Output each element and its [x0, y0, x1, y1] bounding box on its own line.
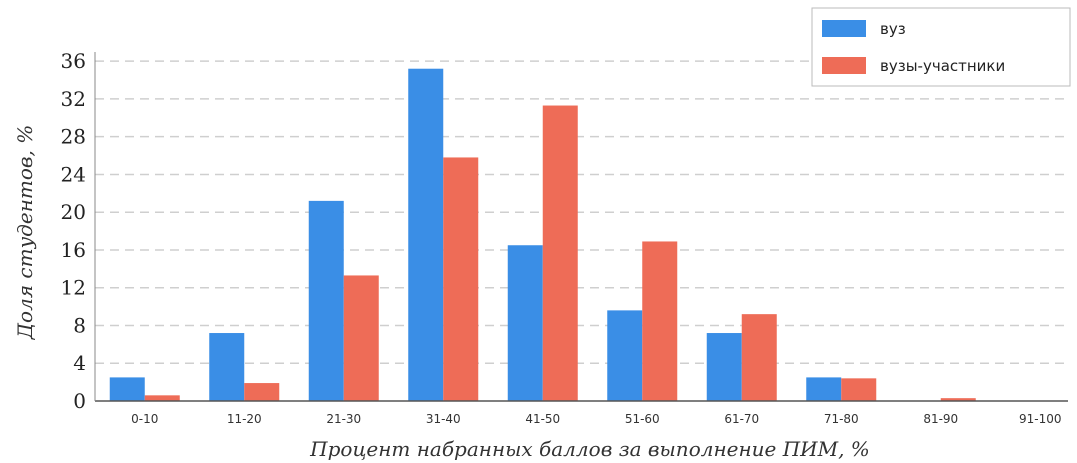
y-tick-label: 20 — [61, 200, 86, 224]
bar-31-40-series-1 — [443, 157, 479, 401]
bar-41-50-series-0 — [507, 245, 543, 401]
y-tick-label: 12 — [61, 276, 86, 300]
bar-81-90-series-1 — [940, 398, 976, 401]
legend: вуз вузы-участники — [811, 7, 1071, 87]
y-tick-label: 4 — [73, 351, 86, 375]
bar-51-60-series-0 — [607, 310, 643, 401]
y-tick-label: 28 — [61, 125, 86, 149]
bar-21-30-series-0 — [308, 200, 344, 401]
y-tick-label: 16 — [61, 238, 86, 262]
bar-0-10-series-1 — [144, 395, 180, 401]
bar-71-80-series-0 — [806, 377, 842, 401]
legend-swatch-vuzy-uchastniki — [822, 57, 866, 74]
y-tick-label: 0 — [73, 389, 86, 413]
x-tick-label: 51-60 — [625, 412, 660, 426]
x-tick-label: 71-80 — [824, 412, 859, 426]
y-axis-label: Доля студентов, % — [13, 125, 37, 340]
bar-51-60-series-1 — [642, 241, 678, 401]
legend-label-vuzy-uchastniki: вузы-участники — [880, 57, 1005, 75]
x-tick-label: 21-30 — [326, 412, 361, 426]
bar-71-80-series-1 — [841, 378, 877, 401]
legend-label-vuz: вуз — [880, 20, 906, 38]
y-tick-label: 24 — [61, 162, 86, 186]
y-tick-labels: 0 4 8 12 16 20 24 28 32 36 — [61, 49, 86, 413]
y-tick-label: 8 — [73, 313, 86, 337]
x-tick-label: 91-100 — [1019, 412, 1062, 426]
bar-21-30-series-1 — [343, 275, 379, 401]
y-tick-label: 36 — [61, 49, 86, 73]
grid-lines — [95, 60, 1068, 364]
bar-11-20-series-0 — [209, 333, 245, 401]
x-tick-label: 81-90 — [923, 412, 958, 426]
bar-61-70-series-1 — [741, 314, 777, 401]
x-axis-label: Процент набранных баллов за выполнение П… — [309, 437, 870, 461]
legend-swatch-vuz — [822, 20, 866, 37]
bar-0-10-series-0 — [109, 377, 145, 401]
x-tick-label: 11-20 — [227, 412, 262, 426]
axes — [94, 52, 1068, 402]
x-tick-label: 41-50 — [525, 412, 560, 426]
bar-61-70-series-0 — [706, 333, 742, 401]
x-tick-label: 31-40 — [426, 412, 461, 426]
bar-11-20-series-1 — [244, 383, 280, 401]
x-tick-label: 61-70 — [724, 412, 759, 426]
x-tick-labels: 0-10 11-20 21-30 31-40 41-50 51-60 61-70 71-80 8… — [131, 412, 1061, 426]
y-tick-label: 32 — [61, 87, 86, 111]
bar-41-50-series-1 — [542, 105, 578, 401]
bars — [109, 68, 976, 401]
bar-31-40-series-0 — [408, 68, 444, 401]
x-tick-label: 0-10 — [131, 412, 158, 426]
